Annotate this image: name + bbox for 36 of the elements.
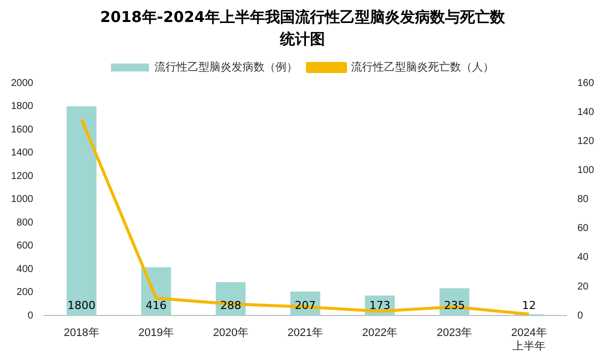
y-tick-label: 1600 <box>10 124 34 136</box>
x-tick-label: 2018年 <box>64 327 100 340</box>
y-tick-label: 1200 <box>10 170 34 182</box>
y-tick-label: 1000 <box>10 194 34 206</box>
y2-tick-label: 140 <box>577 106 594 118</box>
data-label: 235 <box>444 298 465 312</box>
bar <box>66 106 96 316</box>
data-label: 12 <box>522 298 536 312</box>
legend-label: 流行性乙型脑炎死亡数（人） <box>351 60 494 74</box>
chart-title: 2018年-2024年上半年我国流行性乙型脑炎发病数与死亡数统计图 <box>99 7 506 50</box>
y-tick-label: 800 <box>16 217 34 228</box>
data-label: 1800 <box>68 298 96 312</box>
x-tick-label: 2023年 <box>436 327 472 340</box>
x-tick-label: 2024年上半年 <box>511 327 547 352</box>
y2-tick-label: 0 <box>577 310 584 322</box>
y2-tick-label: 60 <box>577 223 589 234</box>
y2-tick-label: 100 <box>577 164 594 176</box>
y2-tick-label: 120 <box>577 136 594 147</box>
y-tick-label: 200 <box>16 287 34 298</box>
y-tick-label: 0 <box>28 310 34 322</box>
y-tick-label: 1800 <box>10 101 34 112</box>
y2-tick-label: 80 <box>577 194 589 206</box>
x-tick-label: 2021年 <box>288 327 324 340</box>
y-tick-label: 400 <box>16 264 34 275</box>
y2-tick-label: 20 <box>577 281 589 292</box>
y-tick-label: 2000 <box>10 78 34 89</box>
y2-tick-label: 160 <box>577 78 594 89</box>
y2-tick-label: 40 <box>577 252 589 264</box>
data-label: 173 <box>369 298 390 312</box>
legend-label: 流行性乙型脑炎发病数（例） <box>154 60 298 74</box>
y-tick-label: 600 <box>16 240 34 252</box>
x-tick-label: 2020年 <box>212 327 248 340</box>
x-tick-label: 2019年 <box>138 327 174 340</box>
x-tick-label: 2022年 <box>362 327 398 340</box>
data-label: 416 <box>146 298 167 312</box>
y-tick-label: 1400 <box>10 148 34 159</box>
